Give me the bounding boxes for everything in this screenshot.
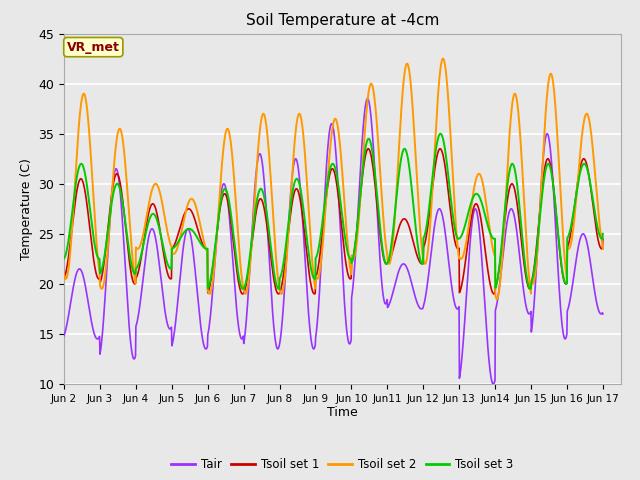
Tsoil set 3: [526, 286, 534, 292]
Tsoil set 3: [180, 230, 188, 236]
Tsoil set 1: [536, 211, 543, 217]
Tsoil set 2: [60, 272, 68, 277]
Tair: [599, 311, 607, 317]
Tsoil set 1: [239, 291, 246, 297]
Tsoil set 1: [180, 213, 188, 218]
Tair: [536, 209, 543, 215]
Title: Soil Temperature at -4cm: Soil Temperature at -4cm: [246, 13, 439, 28]
Tair: [180, 241, 188, 247]
Tsoil set 2: [180, 217, 188, 223]
Tsoil set 3: [536, 218, 543, 224]
Legend: Tair, Tsoil set 1, Tsoil set 2, Tsoil set 3: Tair, Tsoil set 1, Tsoil set 2, Tsoil se…: [166, 454, 518, 476]
Tair: [490, 381, 497, 387]
Tsoil set 3: [240, 285, 248, 291]
Tsoil set 2: [167, 242, 175, 248]
Tsoil set 3: [436, 131, 444, 137]
Line: Tsoil set 3: Tsoil set 3: [64, 134, 603, 289]
Tsoil set 1: [60, 275, 68, 281]
Line: Tair: Tair: [64, 99, 603, 384]
Tsoil set 2: [488, 240, 495, 245]
Tair: [60, 333, 68, 338]
Tsoil set 1: [417, 261, 425, 266]
Tsoil set 1: [436, 146, 444, 152]
X-axis label: Time: Time: [327, 407, 358, 420]
Tair: [417, 306, 425, 312]
Tair: [167, 325, 175, 331]
Tsoil set 3: [599, 231, 607, 237]
Y-axis label: Temperature (C): Temperature (C): [20, 158, 33, 260]
Tair: [488, 377, 495, 383]
Tsoil set 3: [60, 256, 68, 262]
Tair: [364, 96, 372, 102]
Tsoil set 2: [240, 288, 248, 294]
Tsoil set 2: [417, 236, 425, 241]
Tsoil set 3: [167, 266, 175, 272]
Tsoil set 2: [599, 246, 607, 252]
Tsoil set 3: [488, 233, 495, 239]
Tsoil set 2: [439, 56, 447, 61]
Tsoil set 1: [241, 288, 248, 294]
Tair: [240, 338, 248, 344]
Tsoil set 2: [493, 296, 500, 302]
Text: VR_met: VR_met: [67, 41, 120, 54]
Line: Tsoil set 1: Tsoil set 1: [64, 149, 603, 294]
Tsoil set 2: [536, 216, 543, 221]
Tsoil set 1: [167, 276, 175, 282]
Tsoil set 1: [599, 236, 607, 242]
Tsoil set 3: [417, 259, 425, 264]
Tsoil set 1: [488, 288, 496, 294]
Line: Tsoil set 2: Tsoil set 2: [64, 59, 603, 299]
